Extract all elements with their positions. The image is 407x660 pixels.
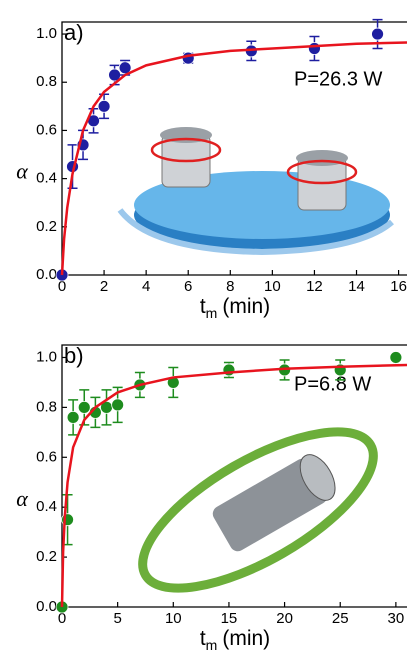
x-tick-label: 6 <box>184 278 192 295</box>
y-tick-label: 0.4 <box>36 498 57 515</box>
y-tick-label: 0.2 <box>36 548 57 565</box>
panel-label: a) <box>64 20 84 45</box>
annotation: P=6.8 W <box>294 373 371 395</box>
x-axis-label: tm(min) <box>200 627 270 653</box>
annotation: P=26.3 W <box>294 68 383 90</box>
panel-label: b) <box>64 343 84 368</box>
y-tick-label: 0.6 <box>36 121 57 138</box>
x-tick-label: 20 <box>276 610 293 627</box>
figure: 0.00.20.40.60.81.00246810121416αtm(min)a… <box>0 0 407 660</box>
data-point <box>223 364 235 376</box>
data-point <box>390 351 402 363</box>
y-tick-label: 0.0 <box>36 266 57 283</box>
x-label-subscript: m <box>206 305 218 321</box>
x-tick-label: 14 <box>348 278 365 295</box>
planetary-mill-illustration <box>120 127 392 252</box>
x-tick-label: 4 <box>142 278 150 295</box>
data-point <box>78 401 90 413</box>
y-tick-label: 0.8 <box>36 73 57 90</box>
x-tick-label: 10 <box>264 278 281 295</box>
y-tick-label: 1.0 <box>36 25 57 42</box>
data-point <box>372 28 384 40</box>
y-tick-label: 0.0 <box>36 598 57 615</box>
x-tick-label: 25 <box>332 610 349 627</box>
y-axis-label: α <box>16 486 28 511</box>
x-label-unit: (min) <box>222 295 270 318</box>
x-tick-label: 16 <box>390 278 407 295</box>
x-tick-label: 8 <box>226 278 234 295</box>
data-point <box>182 52 194 64</box>
x-label-subscript: m <box>206 637 218 653</box>
x-tick-label: 12 <box>306 278 323 295</box>
y-tick-label: 1.0 <box>36 348 57 365</box>
data-point <box>98 100 110 112</box>
x-tick-label: 2 <box>100 278 108 295</box>
y-tick-label: 0.8 <box>36 398 57 415</box>
x-tick-label: 5 <box>113 610 121 627</box>
mixer-mill-illustration <box>120 402 395 619</box>
data-point <box>308 43 320 55</box>
x-tick-label: 10 <box>165 610 182 627</box>
y-tick-label: 0.4 <box>36 170 57 187</box>
x-label-unit: (min) <box>222 627 270 650</box>
data-point <box>112 399 124 411</box>
data-point <box>67 411 79 423</box>
x-axis-label: tm(min) <box>200 295 270 321</box>
x-tick-label: 15 <box>221 610 238 627</box>
x-tick-label: 30 <box>388 610 405 627</box>
y-tick-label: 0.6 <box>36 448 57 465</box>
y-axis-label: α <box>16 159 28 184</box>
y-tick-label: 0.2 <box>36 218 57 235</box>
